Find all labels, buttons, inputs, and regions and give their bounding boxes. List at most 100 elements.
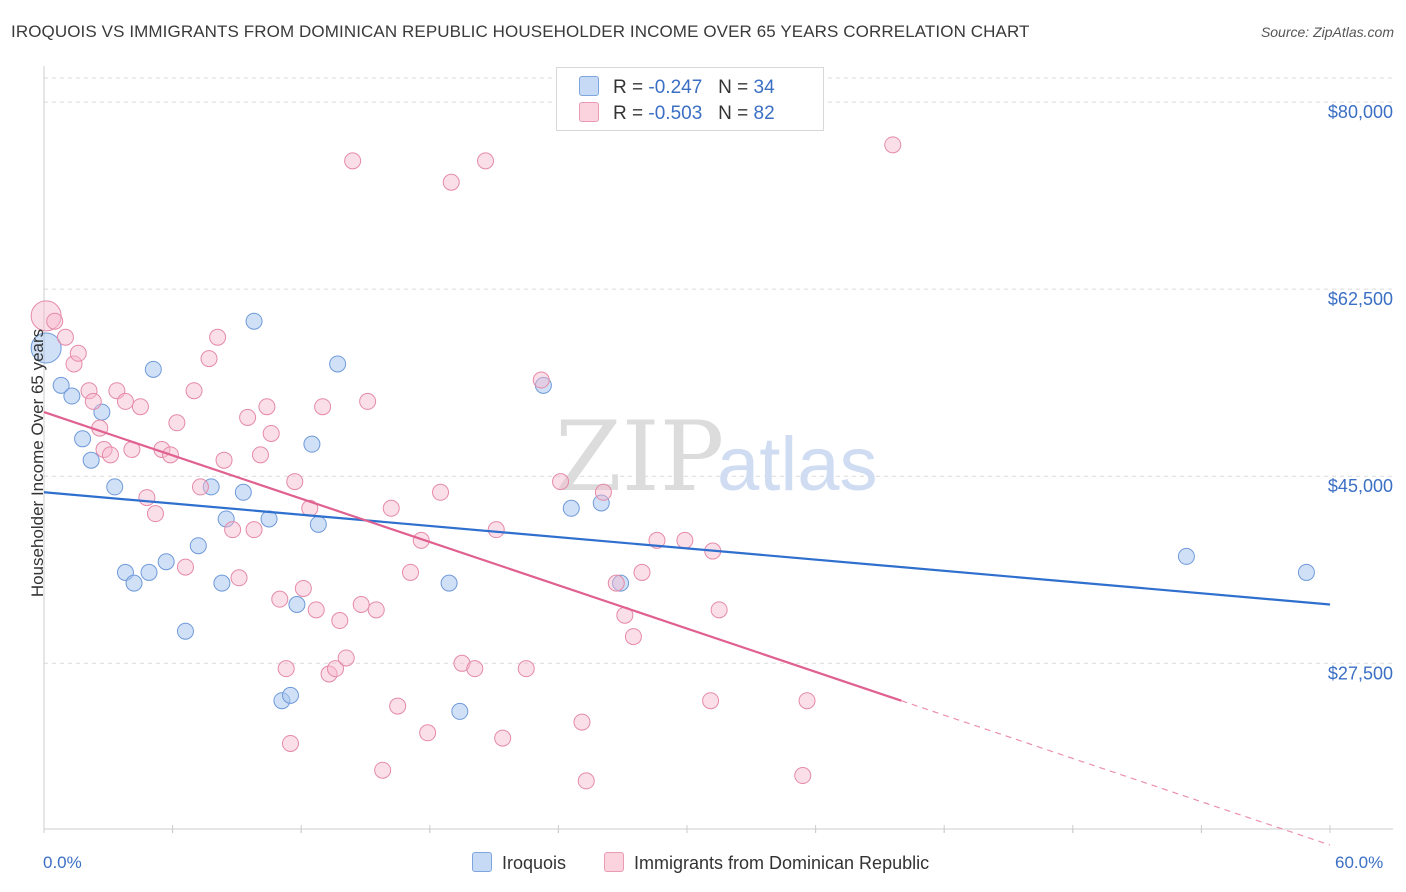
point-iroquois (245, 312, 263, 330)
point-dominican (224, 521, 242, 539)
point-iroquois (140, 563, 158, 581)
legend-row-iroquois: R = -0.247 N = 34 (579, 76, 775, 99)
watermark-atlas: atlas (717, 422, 878, 507)
point-iroquois (288, 596, 306, 614)
legend-r-value: -0.503 (648, 103, 703, 124)
legend-r-label: R = (613, 103, 644, 124)
point-dominican (432, 483, 450, 501)
point-dominican (230, 569, 248, 587)
correlation-legend: R = -0.247 N = 34 R = -0.503 N = 82 (556, 67, 824, 131)
point-dominican (138, 489, 156, 507)
point-dominican (101, 446, 119, 464)
point-dominican (200, 350, 218, 368)
point-dominican (215, 451, 233, 469)
x-min-label: 0.0% (43, 853, 82, 872)
point-dominican (331, 612, 349, 630)
point-dominican (702, 692, 720, 710)
point-iroquois (309, 515, 327, 533)
watermark-zip: ZIP (555, 401, 724, 513)
point-dominican (487, 521, 505, 539)
axes (43, 66, 1393, 833)
point-dominican (352, 596, 370, 614)
point-dominican (294, 579, 312, 597)
bottom-legend-swatch-dominican (604, 852, 624, 872)
point-dominican (884, 136, 902, 154)
point-dominican (146, 505, 164, 523)
point-dominican (710, 601, 728, 619)
watermark: ZIP atlas (555, 401, 878, 513)
point-iroquois (562, 499, 580, 517)
point-dominican (262, 424, 280, 442)
point-iroquois (189, 537, 207, 555)
point-dominican (466, 660, 484, 678)
point-dominican (80, 382, 98, 400)
legend-r-value: -0.247 (648, 77, 703, 98)
legend-swatch-dominican (579, 102, 599, 122)
point-dominican (477, 152, 495, 170)
point-dominican (442, 173, 460, 191)
point-iroquois (329, 355, 347, 373)
bottom-legend-swatch-iroquois (472, 852, 492, 872)
point-iroquois (176, 622, 194, 640)
point-dominican (532, 371, 550, 389)
point-dominican (552, 473, 570, 491)
point-iroquois (451, 702, 469, 720)
point-iroquois (63, 387, 81, 405)
point-dominican (84, 392, 102, 410)
point-dominican (116, 392, 134, 410)
point-dominican (594, 483, 612, 501)
point-dominican (286, 473, 304, 491)
point-iroquois (52, 376, 70, 394)
point-dominican (131, 398, 149, 416)
point-dominican (374, 761, 392, 779)
legend-n-value: 34 (753, 77, 775, 98)
y-tick-label: $27,500 (1328, 663, 1393, 683)
point-iroquois (1177, 547, 1195, 565)
point-dominican (453, 654, 471, 672)
point-iroquois (125, 574, 143, 592)
trend-line-iroquois (43, 491, 1331, 606)
point-dominican (245, 521, 263, 539)
bottom-legend-iroquois: Iroquois (472, 852, 566, 874)
point-dominican (46, 312, 64, 330)
legend-n-label: N = (718, 103, 749, 124)
point-dominican (344, 152, 362, 170)
point-dominican (382, 499, 400, 517)
legend-n-label: N = (718, 77, 749, 98)
y-tick-label: $62,500 (1328, 289, 1393, 309)
point-dominican (573, 713, 591, 731)
point-dominican (307, 601, 325, 619)
chart-title: IROQUOIS VS IMMIGRANTS FROM DOMINICAN RE… (11, 22, 1030, 41)
point-iroquois (82, 451, 100, 469)
point-dominican (402, 563, 420, 581)
legend-row-dominican: R = -0.503 N = 82 (579, 102, 775, 125)
point-dominican (412, 531, 430, 549)
point-dominican (577, 772, 595, 790)
point-dominican (676, 531, 694, 549)
point-dominican (281, 734, 299, 752)
point-dominican (168, 414, 186, 432)
data-points (30, 136, 1315, 790)
point-iroquois (213, 574, 231, 592)
point-iroquois (217, 510, 235, 528)
point-iroquois (157, 553, 175, 571)
point-dominican (258, 398, 276, 416)
point-dominican (209, 328, 227, 346)
point-dominican (607, 574, 625, 592)
point-dominican (277, 660, 295, 678)
point-iroquois (234, 483, 252, 501)
point-dominican (794, 767, 812, 785)
point-dominican (185, 382, 203, 400)
point-iroquois (106, 478, 124, 496)
y-tick-label: $80,000 (1328, 102, 1393, 122)
point-dominican (314, 398, 332, 416)
trend-lines (43, 411, 1331, 846)
point-dominican (367, 601, 385, 619)
point-iroquois (281, 686, 299, 704)
x-max-label: 60.0% (1335, 853, 1384, 872)
trend-line-dominican-extrapolated (901, 700, 1331, 846)
point-iroquois (612, 574, 630, 592)
point-iroquois (303, 435, 321, 453)
point-dominican (271, 590, 289, 608)
